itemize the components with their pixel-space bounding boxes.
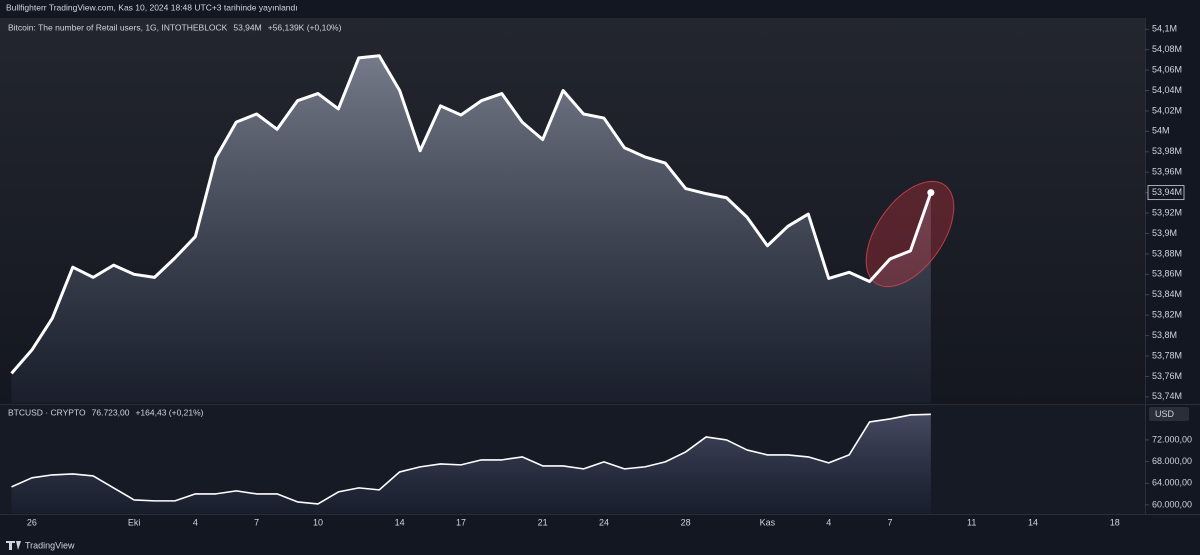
y-tick-label: 72.000,00 [1152, 434, 1192, 444]
x-tick-label: Eki [128, 517, 141, 527]
legend-change: +164,43 (+0,21%) [135, 407, 203, 417]
y-tick-label: 54M [1152, 126, 1170, 136]
legend-title: Bitcoin: The number of Retail users, 1G,… [8, 22, 228, 32]
footer: TradingView [25, 540, 75, 550]
x-tick-label: 17 [456, 517, 466, 527]
y-tick-label: 54,02M [1152, 105, 1182, 115]
y-tick-label: 64.000,00 [1152, 478, 1192, 488]
header: Bullfighterr TradingView.com, Kas 10, 20… [6, 2, 298, 12]
x-tick-label: 7 [254, 517, 259, 527]
line [11, 413, 931, 505]
x-tick-label: 14 [1028, 517, 1038, 527]
y-tick-label: 53,78M [1152, 350, 1182, 360]
x-tick-label: 4 [826, 517, 831, 527]
legend-change: +56,139K (+0,10%) [268, 22, 342, 32]
unit-box [1149, 407, 1189, 421]
y-tick-label: 54,06M [1152, 64, 1182, 74]
unit-label: USD [1155, 409, 1175, 419]
legend-title: BTCUSD · CRYPTO [8, 407, 86, 417]
x-tick-label: 11 [967, 517, 976, 527]
y-tick-label: 54,04M [1152, 85, 1182, 95]
y-tick-label: 53,98M [1152, 146, 1182, 156]
y-tick-label: 53,96M [1152, 167, 1182, 177]
x-tick-label: 7 [887, 517, 892, 527]
y-tick-label: 54,1M [1152, 24, 1177, 34]
line [10, 54, 933, 375]
x-tick-label: 4 [193, 517, 198, 527]
y-tick-label: 53,86M [1152, 269, 1182, 279]
last-point [927, 189, 935, 197]
legend-last: 53,94M [233, 22, 261, 32]
legend-last: 76.723,00 [92, 407, 130, 417]
x-tick-label: 18 [1110, 517, 1120, 527]
x-tick-label: 10 [313, 517, 323, 527]
x-tick-label: 26 [27, 517, 37, 527]
x-tick-label: Kas [760, 517, 776, 527]
price-tag [1147, 185, 1185, 201]
y-tick-label: 54,08M [1152, 44, 1182, 54]
price-tag-label: 53,94M [1152, 187, 1182, 197]
area-fill [11, 414, 931, 513]
y-tick-label: 53,88M [1152, 248, 1182, 258]
y-tick-label: 53,82M [1152, 310, 1182, 320]
y-tick-label: 53,92M [1152, 207, 1182, 217]
y-tick-label: 53,74M [1152, 391, 1182, 401]
area-fill [11, 55, 931, 403]
x-tick-label: 24 [599, 517, 609, 527]
x-tick-label: 21 [538, 517, 548, 527]
y-tick-label: 68.000,00 [1152, 456, 1192, 466]
y-tick-label: 53,8M [1152, 330, 1177, 340]
y-tick-label: 53,76M [1152, 371, 1182, 381]
y-tick-label: 53,84M [1152, 289, 1182, 299]
x-tick-label: 14 [395, 517, 405, 527]
y-tick-label: 53,9M [1152, 228, 1177, 238]
logo [6, 541, 21, 550]
y-tick-label: 60.000,00 [1152, 499, 1192, 509]
x-tick-label: 28 [681, 517, 691, 527]
